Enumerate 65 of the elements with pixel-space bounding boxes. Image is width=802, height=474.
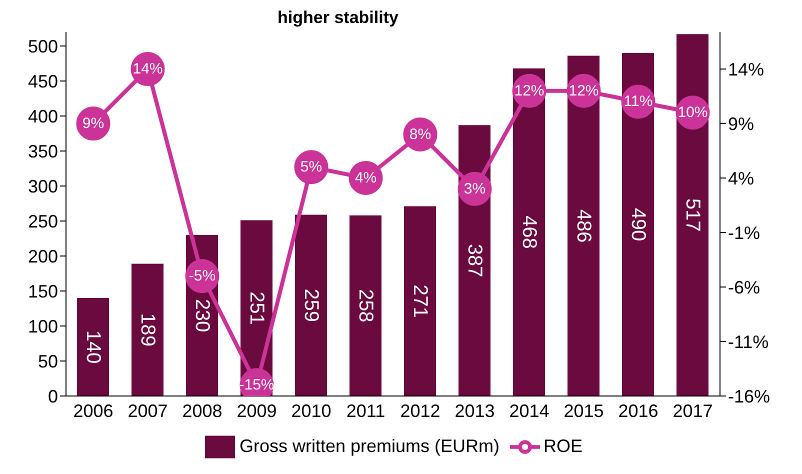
bar bbox=[132, 264, 164, 396]
data-label: 387 bbox=[464, 244, 486, 278]
y2-tick-label: 14% bbox=[728, 59, 764, 80]
bar bbox=[568, 56, 600, 396]
y-tick-label: 400 bbox=[28, 106, 58, 126]
data-label: 251 bbox=[246, 291, 268, 325]
x-tick-label: 2008 bbox=[182, 400, 222, 421]
x-tick-label: 2013 bbox=[454, 400, 495, 421]
data-label: 230 bbox=[191, 298, 213, 332]
data-label: 486 bbox=[572, 209, 594, 243]
bar bbox=[77, 298, 109, 396]
y-tick-label: 350 bbox=[28, 141, 58, 162]
data-label: 10% bbox=[678, 104, 708, 122]
y-tick-label: 200 bbox=[28, 246, 58, 266]
data-label: 259 bbox=[300, 288, 322, 322]
data-label: 9% bbox=[82, 115, 104, 132]
data-label: -5% bbox=[188, 268, 216, 285]
y-tick-label: 150 bbox=[28, 281, 58, 302]
data-label: 258 bbox=[354, 289, 376, 322]
y-tick-label: 100 bbox=[28, 316, 58, 336]
data-label: 12% bbox=[568, 82, 599, 100]
bar bbox=[676, 34, 708, 396]
bar bbox=[295, 214, 327, 396]
y2-tick-label: -16% bbox=[728, 386, 770, 406]
y2-tick-label: -6% bbox=[728, 277, 760, 298]
data-label: 140 bbox=[82, 330, 104, 364]
y2-tick-label: -11% bbox=[728, 332, 769, 352]
data-label: 3% bbox=[464, 180, 486, 198]
bar bbox=[622, 53, 654, 396]
y-tick-label: 0 bbox=[48, 386, 58, 406]
x-tick-label: 2015 bbox=[564, 400, 604, 421]
bar bbox=[350, 215, 382, 396]
y2-tick-label: 4% bbox=[728, 168, 754, 188]
y2-tick-label: -1% bbox=[728, 222, 760, 243]
y-tick-label: 500 bbox=[28, 36, 58, 56]
y-tick-label: 250 bbox=[28, 211, 58, 232]
y2-tick-label: 9% bbox=[728, 114, 754, 134]
bar bbox=[404, 206, 436, 396]
data-label: 8% bbox=[409, 126, 432, 143]
x-tick-label: 2012 bbox=[400, 400, 440, 421]
x-tick-label: 2006 bbox=[73, 400, 114, 421]
data-label: 4% bbox=[354, 170, 377, 187]
x-tick-label: 2017 bbox=[672, 400, 713, 421]
x-tick-label: 2009 bbox=[236, 400, 277, 421]
x-tick-label: 2016 bbox=[618, 400, 658, 421]
chart-title: higher stability bbox=[276, 8, 400, 28]
legend-label: Gross written premiums (EURm) bbox=[239, 436, 500, 456]
data-label: 5% bbox=[300, 158, 322, 176]
data-label: 11% bbox=[624, 93, 653, 110]
data-label: -15% bbox=[239, 376, 274, 394]
legend-label: ROE bbox=[544, 436, 583, 456]
x-tick-label: 2011 bbox=[346, 400, 386, 421]
data-label: 271 bbox=[409, 284, 431, 318]
data-label: 14% bbox=[132, 60, 163, 78]
x-tick-label: 2014 bbox=[509, 400, 550, 421]
x-tick-label: 2007 bbox=[128, 400, 168, 421]
data-label: 12% bbox=[514, 82, 544, 100]
x-tick-label: 2010 bbox=[291, 400, 332, 421]
data-label: 189 bbox=[136, 313, 158, 347]
y-tick-label: 300 bbox=[28, 176, 58, 196]
data-label: 468 bbox=[518, 216, 540, 249]
y-tick-label: 450 bbox=[28, 71, 58, 92]
y-tick-label: 50 bbox=[38, 351, 58, 372]
data-label: 517 bbox=[682, 198, 704, 232]
data-label: 490 bbox=[627, 208, 649, 242]
